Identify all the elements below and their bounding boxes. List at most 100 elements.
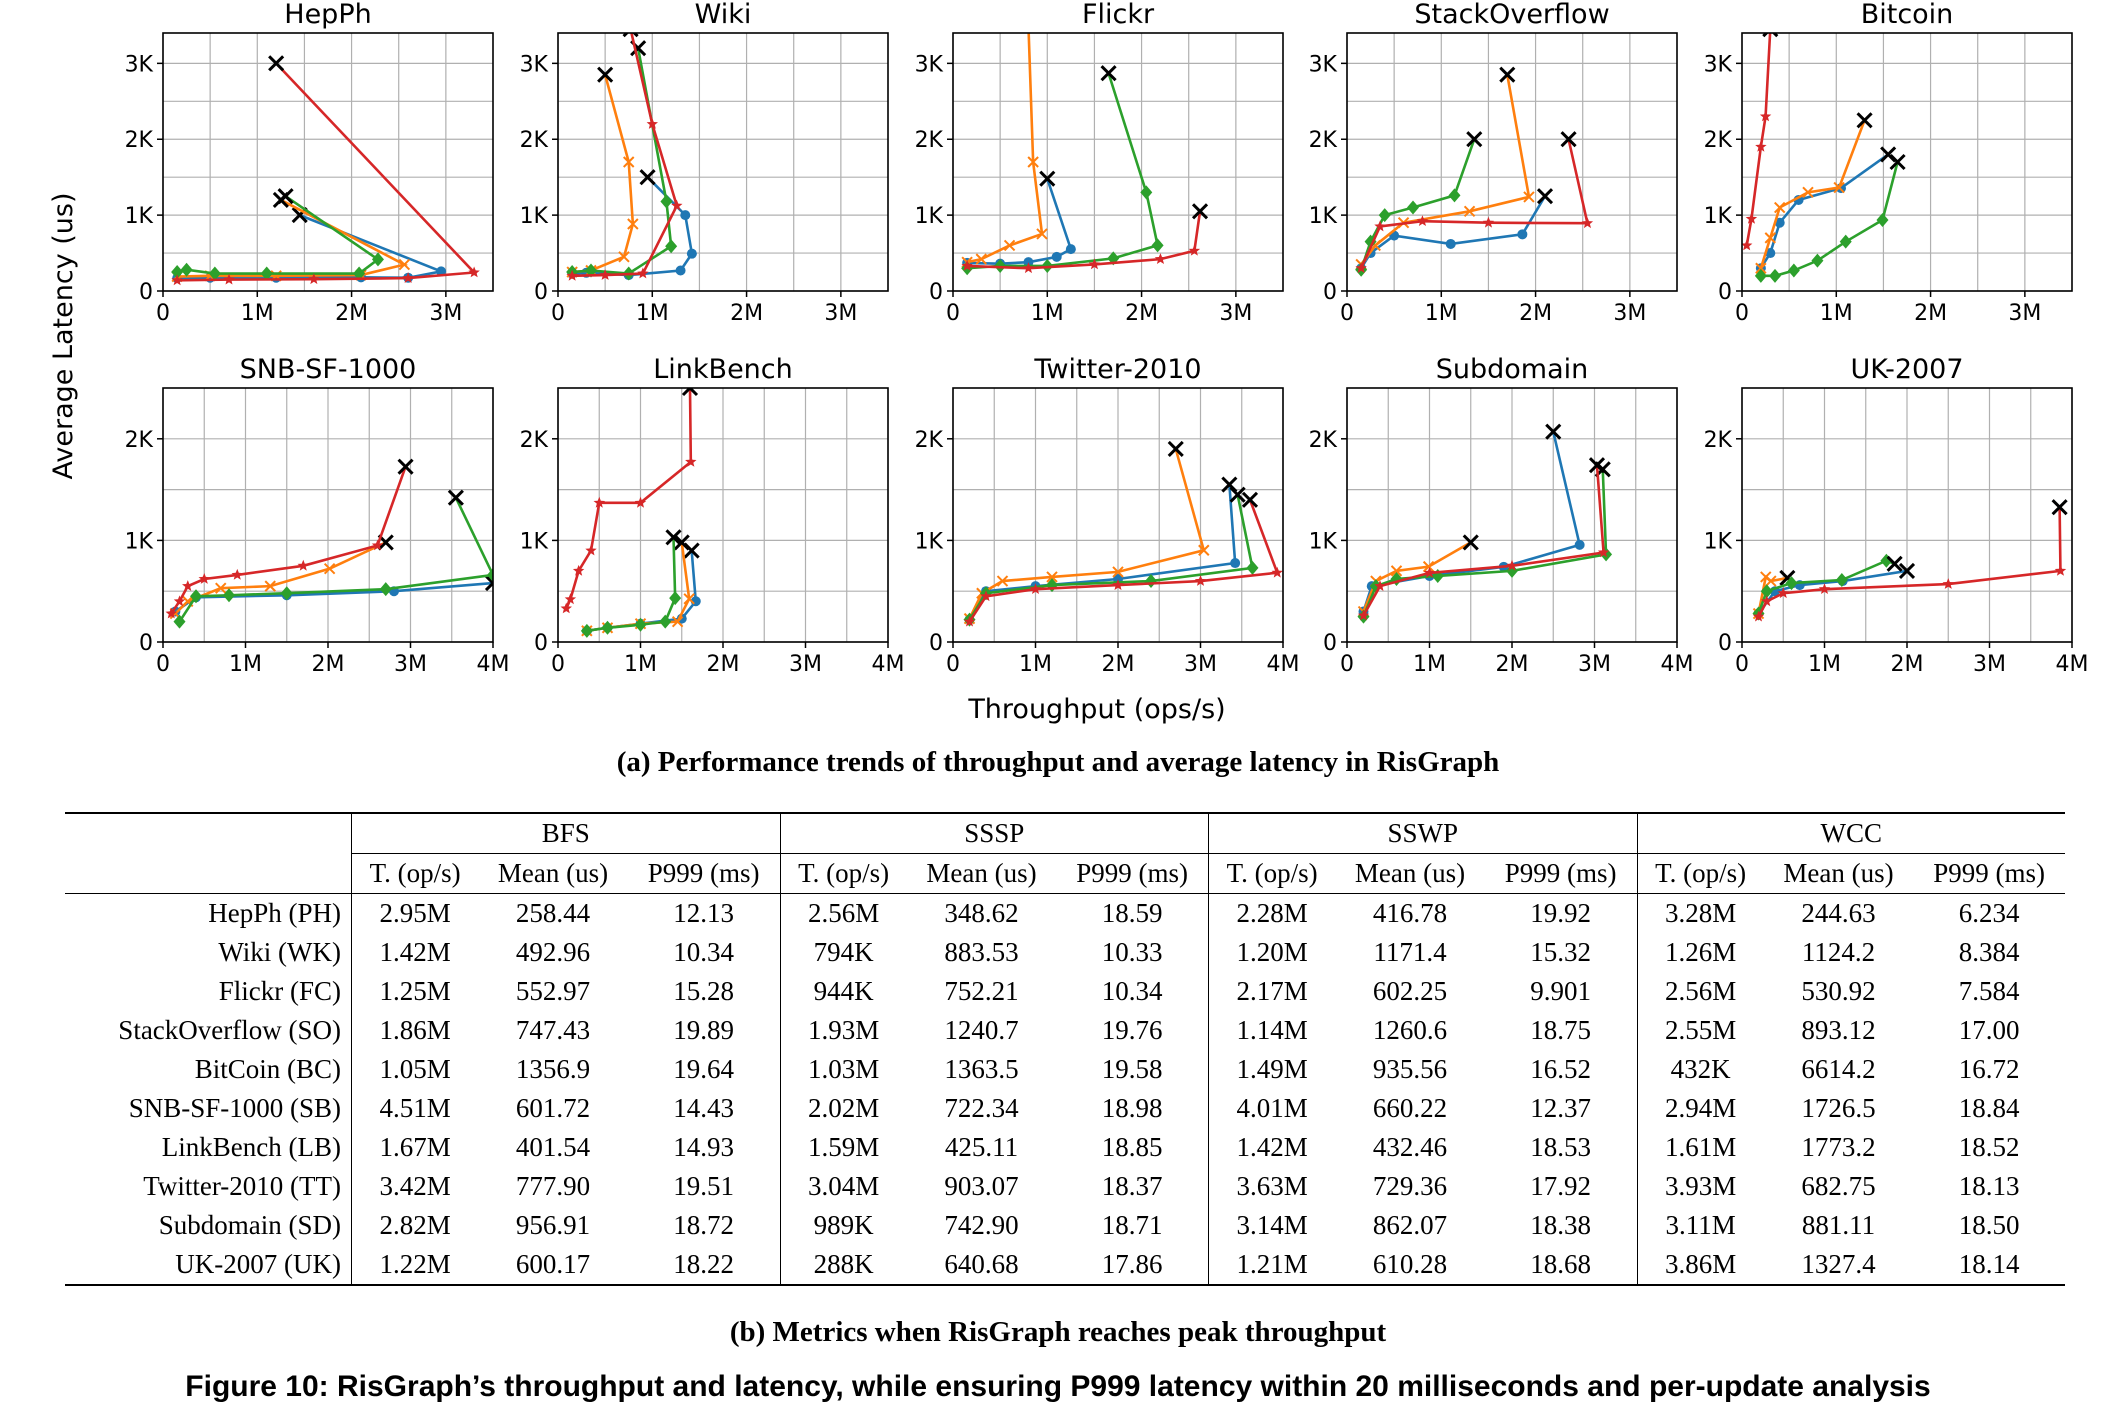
data-point xyxy=(1774,217,1785,228)
data-point xyxy=(379,582,392,597)
y-tick-label: 0 xyxy=(139,280,153,305)
y-tick-label: 2K xyxy=(1704,428,1733,453)
table-cell: 1773.2 xyxy=(1801,1132,1876,1162)
table-cell: 17.92 xyxy=(1530,1171,1592,1201)
table-group-header: BFS xyxy=(351,812,780,854)
table-cell: 17.86 xyxy=(1056,1245,1209,1286)
table-cell: 640.68 xyxy=(906,1245,1057,1286)
table-cell: 1.49M xyxy=(1208,1050,1336,1089)
data-point xyxy=(1374,220,1386,232)
data-point xyxy=(1029,583,1042,594)
table-cell: 935.56 xyxy=(1372,1054,1448,1084)
x-tick-label: 2M xyxy=(1914,301,1947,326)
table-cell: 1.93M xyxy=(779,1011,907,1050)
table-cell: 602.25 xyxy=(1372,976,1448,1006)
data-point xyxy=(627,218,639,230)
data-point xyxy=(1230,558,1241,569)
table-cell: 19.89 xyxy=(673,1015,735,1045)
series-diamond xyxy=(580,529,682,638)
data-point xyxy=(601,620,614,635)
x-tick-label: 3M xyxy=(1219,301,1252,326)
subplot-snb-sf-1000: 0 1M 2M 3M 4M 0 1K 2K SNB-SF-1000 xyxy=(125,354,510,677)
table-cell: 12.37 xyxy=(1530,1093,1592,1123)
subcaption-b: (b) Metrics when RisGraph reaches peak t… xyxy=(729,1316,1387,1348)
table-row-label: Subdomain (SD) xyxy=(158,1210,341,1240)
y-tick-label: 0 xyxy=(1718,280,1732,305)
data-point xyxy=(1198,544,1210,556)
x-tick-label: 3M xyxy=(824,301,857,326)
table-cell: 989K xyxy=(779,1206,907,1245)
subplot-subdomain: 0 1M 2M 3M 4M 0 1K 2K Subdomain xyxy=(1309,354,1694,677)
table-cell: 10.34 xyxy=(673,937,735,967)
x-tick-label: 1M xyxy=(624,652,657,677)
table-cell: 6.234 xyxy=(1958,898,2020,928)
table-column-header: Mean (us) xyxy=(1763,853,1914,894)
y-tick-label: 2K xyxy=(915,428,944,453)
series-line xyxy=(1745,33,1772,246)
table-column-header: T. (op/s) xyxy=(1208,853,1336,894)
charts-panel: 0 1M 2M 3M 0 1K 2K 3K HepPh 0 1M 2M 3M 0 1K 2K 3K Wiki 0 1M… xyxy=(48,0,2089,725)
data-point xyxy=(1839,234,1852,249)
data-point xyxy=(1754,268,1767,283)
data-point xyxy=(1151,238,1164,253)
data-point xyxy=(180,262,193,277)
series-line xyxy=(967,211,1202,270)
end-marker-x xyxy=(268,55,285,72)
series-star xyxy=(165,458,414,619)
table-row: Twitter-2010 (TT) 3.42M 777.90 19.51 3.04M 90… xyxy=(65,1167,2065,1206)
data-point xyxy=(1448,188,1461,203)
series-x xyxy=(1755,112,1873,274)
end-marker-x xyxy=(673,534,690,551)
series-star xyxy=(1355,131,1594,274)
table-row-label: Wiki (WK) xyxy=(218,937,341,967)
subplot-title: UK-2007 xyxy=(1850,354,1963,385)
x-tick-label: 3M xyxy=(1613,301,1646,326)
data-point xyxy=(1581,217,1594,229)
table-column-header: Mean (us) xyxy=(906,853,1057,894)
series-star xyxy=(171,55,480,286)
y-tick-label: 2K xyxy=(915,128,944,153)
x-tick-label: 4M xyxy=(2056,652,2089,677)
table-row-label: HepPh (PH) xyxy=(208,898,341,928)
end-marker-x xyxy=(1536,188,1554,205)
end-marker-x xyxy=(1560,131,1577,148)
table-cell: 893.12 xyxy=(1801,1015,1876,1045)
table-column-header: P999 (ms) xyxy=(627,853,780,894)
table-column-header: T. (op/s) xyxy=(779,853,907,894)
x-tick-label: 3M xyxy=(2008,301,2041,326)
x-tick-label: 0 xyxy=(156,301,170,326)
data-point xyxy=(231,568,243,580)
table-cell: 18.75 xyxy=(1530,1015,1592,1045)
data-point xyxy=(566,269,578,281)
data-point xyxy=(680,210,691,221)
series-star xyxy=(560,388,699,614)
y-tick-label: 2K xyxy=(1309,128,1338,153)
data-point xyxy=(280,586,293,601)
data-point xyxy=(402,272,414,283)
subplot-title: Twitter-2010 xyxy=(1033,354,1201,385)
data-point xyxy=(618,251,630,263)
data-point xyxy=(1003,239,1016,252)
series-x xyxy=(1355,66,1535,271)
series-line xyxy=(968,494,1255,621)
table-cell: 794K xyxy=(779,933,907,972)
series-diamond xyxy=(961,65,1164,276)
table-cell: 1171.4 xyxy=(1373,937,1447,967)
table-cell: 2.28M xyxy=(1208,893,1336,933)
shared-x-axis-label: Throughput (ops/s) xyxy=(967,694,1225,725)
data-point xyxy=(165,607,177,619)
y-tick-label: 3K xyxy=(125,52,154,77)
end-marker-x xyxy=(1898,562,1916,579)
series-x xyxy=(566,66,639,278)
table-cell: 2.17M xyxy=(1208,972,1336,1011)
subplot-title: LinkBench xyxy=(653,354,793,385)
data-point xyxy=(1764,232,1776,244)
x-tick-label: 1M xyxy=(1019,652,1052,677)
end-marker-x xyxy=(1022,33,1035,34)
data-point xyxy=(560,602,572,614)
table-cell: 3.04M xyxy=(779,1167,907,1206)
data-point xyxy=(1046,571,1058,583)
data-point xyxy=(585,263,597,278)
data-point xyxy=(1942,578,1954,589)
table-cell: 432K xyxy=(1636,1050,1764,1089)
